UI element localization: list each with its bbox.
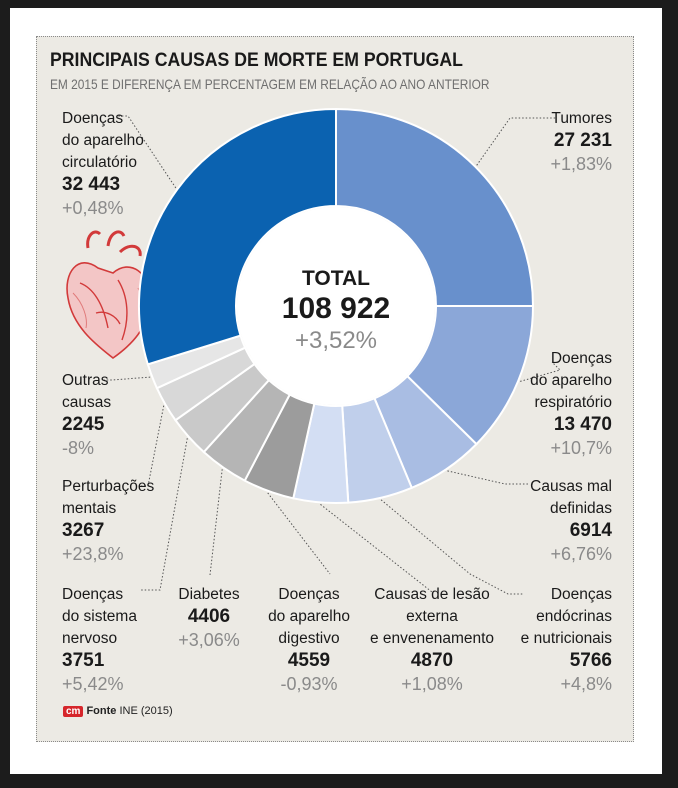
leader-lines xyxy=(104,115,561,595)
leader-line-9 xyxy=(104,376,151,381)
label-lesao-1: Causas de lesão xyxy=(374,586,490,603)
value-nervoso: 3751 xyxy=(62,650,105,671)
label-lesao-2: externa xyxy=(406,608,458,625)
value-diabetes: 4406 xyxy=(187,606,231,627)
label-tumores: Tumores xyxy=(551,110,612,127)
label-nervoso-1: Doenças xyxy=(62,586,124,603)
change-mentais: +23,8% xyxy=(62,544,124,564)
value-mal-definidas: 6914 xyxy=(569,520,612,541)
label-outras-1: Outras xyxy=(62,372,109,389)
label-lesao-3: e envenenamento xyxy=(369,630,495,647)
label-respiratorio-3: respiratório xyxy=(534,394,612,411)
label-outras-2: causas xyxy=(62,394,112,411)
value-endocrinas: 5766 xyxy=(569,650,612,671)
total-change: +3,52% xyxy=(294,327,378,354)
change-nervoso: +5,42% xyxy=(62,674,124,694)
change-respiratorio: +10,7% xyxy=(550,438,612,458)
label-respiratorio-1: Doenças xyxy=(550,350,612,367)
donut-hole xyxy=(237,207,435,405)
source-note: cm Fonte INE (2015) xyxy=(63,705,173,717)
label-nervoso-2: do sistema xyxy=(62,608,137,625)
slice-10 xyxy=(138,107,337,366)
value-digestivo: 4559 xyxy=(287,650,331,671)
donut-slices xyxy=(138,107,535,504)
value-lesao: 4870 xyxy=(410,650,454,671)
change-outras: -8% xyxy=(62,438,95,458)
cm-logo: cm xyxy=(63,706,84,717)
source-label: Fonte xyxy=(86,705,117,717)
leader-line-6 xyxy=(209,469,223,576)
label-digestivo-1: Doenças xyxy=(278,586,340,603)
slice-0 xyxy=(335,107,535,308)
leader-line-5 xyxy=(267,492,331,575)
change-lesao: +1,08% xyxy=(401,674,463,694)
heart-icon xyxy=(66,230,151,360)
source-text: INE (2015) xyxy=(119,705,173,717)
leader-line-2 xyxy=(447,470,528,485)
total-value: 108 922 xyxy=(281,292,391,325)
label-endocrinas-3: e nutricionais xyxy=(520,630,612,647)
chart-title: PRINCIPAIS CAUSAS DE MORTE EM PORTUGAL xyxy=(50,50,463,71)
label-digestivo-3: digestivo xyxy=(278,630,340,647)
change-digestivo: -0,93% xyxy=(280,674,338,694)
leader-line-7 xyxy=(140,438,188,591)
label-endocrinas-1: Doenças xyxy=(550,586,612,603)
value-tumores: 27 231 xyxy=(553,130,612,151)
label-mentais-2: mentais xyxy=(62,500,117,517)
value-outras: 2245 xyxy=(62,414,105,435)
label-digestivo-2: do aparelho xyxy=(268,608,350,625)
leader-line-3 xyxy=(380,499,524,595)
change-mal-definidas: +6,76% xyxy=(550,544,612,564)
label-nervoso-3: nervoso xyxy=(62,630,118,647)
value-respiratorio: 13 470 xyxy=(553,414,612,435)
leader-line-4 xyxy=(320,503,433,593)
label-mal-definidas-2: definidas xyxy=(549,500,612,517)
total-label: TOTAL xyxy=(301,267,371,290)
value-circulatorio: 32 443 xyxy=(62,174,121,195)
leader-line-10 xyxy=(118,115,177,189)
leader-line-0 xyxy=(476,117,556,166)
value-mentais: 3267 xyxy=(62,520,105,541)
leader-line-8 xyxy=(140,405,165,487)
chart-subtitle: EM 2015 E DIFERENÇA EM PERCENTAGEM EM RE… xyxy=(50,76,490,92)
label-circulatorio-2: do aparelho xyxy=(62,132,144,149)
label-circulatorio-1: Doenças xyxy=(62,110,124,127)
change-endocrinas: +4,8% xyxy=(560,674,612,694)
label-mentais-1: Perturbações xyxy=(62,478,155,495)
label-mal-definidas-1: Causas mal xyxy=(530,478,612,495)
label-endocrinas-2: endócrinas xyxy=(536,608,612,625)
label-respiratorio-2: do aparelho xyxy=(530,372,612,389)
label-circulatorio-3: circulatório xyxy=(62,154,137,171)
change-diabetes: +3,06% xyxy=(178,630,240,650)
change-circulatorio: +0,48% xyxy=(62,198,124,218)
change-tumores: +1,83% xyxy=(550,154,612,174)
label-diabetes: Diabetes xyxy=(178,586,240,603)
